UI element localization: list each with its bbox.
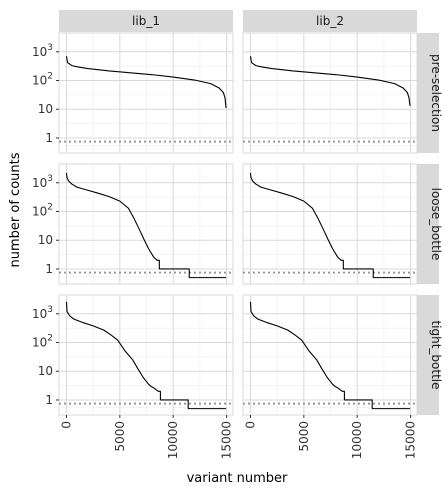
y-tick-exponent: 2 [47, 72, 53, 82]
panel-background [242, 163, 418, 285]
panel-background [58, 163, 234, 285]
strip-pre-selection [417, 33, 439, 153]
strip-tight-bottle [417, 295, 439, 415]
y-tick-label: 102 [32, 72, 53, 88]
y-tick-base: 10 [32, 205, 47, 219]
facet-strips: lib_1 lib_2 pre-selection loose_bottletight… [59, 10, 443, 415]
x-tick-label: 5000 [297, 421, 311, 452]
series-line-loose-bottle-lib-1 [65, 172, 227, 279]
x-tick-label: 15000 [404, 421, 418, 459]
y-tick-exponent: 3 [47, 174, 53, 184]
y-tick-label: 1 [45, 393, 53, 407]
panel-loose-bottle-lib-1 [58, 163, 234, 285]
panel-tight-bottle-lib-2 [242, 294, 418, 416]
y-tick-label: 1 [45, 262, 53, 276]
series-line-tight-bottle-lib-2 [249, 301, 411, 410]
x-tick-label: 0 [243, 421, 257, 429]
y-tick-base: 10 [32, 176, 47, 190]
strip-loose-bottle [417, 164, 439, 284]
panel-pre-selection-lib-1 [58, 32, 234, 154]
x-axis-title: variant number [187, 471, 288, 486]
y-tick-base: 10 [32, 45, 47, 59]
y-tick-label: 103 [32, 43, 53, 59]
panels-layer [58, 32, 418, 416]
strip-lib-1 [59, 10, 233, 32]
y-tick-label: 10 [38, 233, 53, 247]
y-tick-exponent: 2 [47, 334, 53, 344]
y-tick-exponent: 3 [47, 43, 53, 53]
y-tick-base: 10 [32, 307, 47, 321]
x-tick-label: 5000 [113, 421, 127, 452]
y-tick-label: 102 [32, 334, 53, 350]
panel-tight-bottle-lib-1 [58, 294, 234, 416]
y-tick-label: 10 [38, 102, 53, 116]
y-tick-label: 103 [32, 305, 53, 321]
y-axis-title: number of counts [8, 152, 23, 267]
y-tick-label: 102 [32, 203, 53, 219]
panel-pre-selection-lib-2 [242, 32, 418, 154]
y-tick-label: 103 [32, 174, 53, 190]
x-tick-label: 15000 [220, 421, 234, 459]
strip-lib-2 [243, 10, 417, 32]
panel-background [58, 294, 234, 416]
panel-background [58, 32, 234, 154]
x-tick-label: 10000 [166, 421, 180, 459]
y-tick-label: 1 [45, 131, 53, 145]
x-tick-label: 0 [59, 421, 73, 429]
series-line-tight-bottle-lib-1 [65, 301, 227, 410]
series-line-pre-selection-lib-2 [249, 56, 411, 107]
y-tick-label: 10 [38, 364, 53, 378]
panel-background [242, 294, 418, 416]
y-tick-exponent: 2 [47, 203, 53, 213]
strip-label-tight-bottle: tight_bottle [429, 320, 443, 389]
strip-label-lib-2: lib_2 [316, 14, 344, 28]
panel-background [242, 32, 418, 154]
y-tick-base: 10 [32, 74, 47, 88]
strip-label-pre-selection: pre-selection [429, 54, 443, 132]
strip-label-loose-bottle: loose_bottle [429, 188, 443, 261]
strip-label-lib-1: lib_1 [132, 14, 160, 28]
panel-loose-bottle-lib-2 [242, 163, 418, 285]
y-tick-base: 10 [32, 336, 47, 350]
y-tick-exponent: 3 [47, 305, 53, 315]
x-tick-label: 10000 [350, 421, 364, 459]
series-line-loose-bottle-lib-2 [249, 172, 411, 279]
series-line-pre-selection-lib-1 [65, 56, 227, 109]
